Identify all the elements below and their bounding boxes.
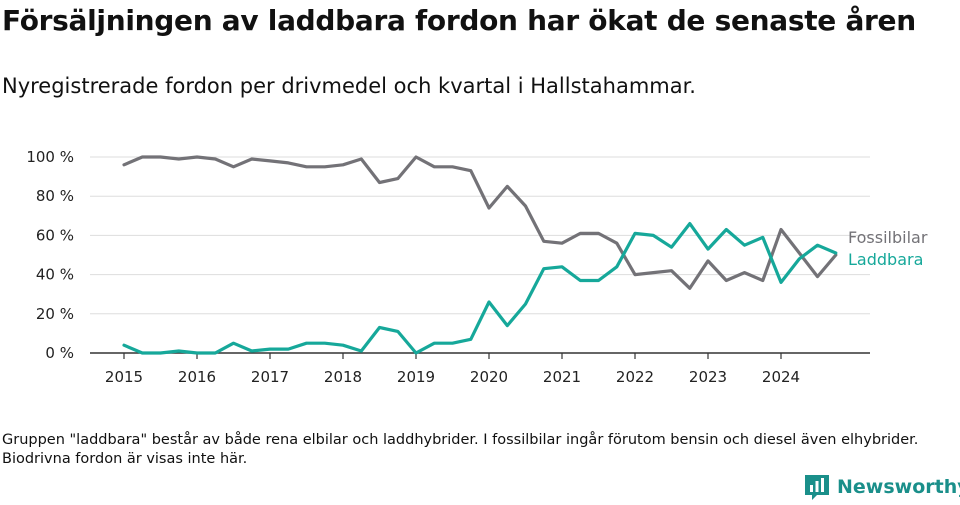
y-tick-label: 40 % bbox=[36, 266, 74, 284]
y-tick-label: 60 % bbox=[36, 226, 74, 244]
footnote: Gruppen "laddbara" består av både rena e… bbox=[2, 432, 919, 467]
x-tick-label: 2021 bbox=[543, 368, 581, 386]
brand-name: Newsworthy bbox=[837, 476, 960, 498]
newsworthy-logo-icon bbox=[805, 475, 829, 500]
x-tick-label: 2017 bbox=[251, 368, 289, 386]
x-tick-label: 2022 bbox=[616, 368, 654, 386]
series-line-laddbara bbox=[122, 221, 838, 355]
chart-title: Försäljningen av laddbara fordon har öka… bbox=[2, 4, 916, 37]
line-chart: 0 % 20 % 40 % 60 % 80 % 100 % 2015 2016 2017 201… bbox=[26, 148, 928, 386]
x-tick-label: 2020 bbox=[470, 368, 508, 386]
series-line-fossilbilar bbox=[122, 155, 838, 290]
x-tick-label: 2024 bbox=[762, 368, 800, 386]
x-tick-label: 2023 bbox=[689, 368, 727, 386]
series-label-laddbara: Laddbara bbox=[848, 250, 923, 269]
x-tick-label: 2019 bbox=[397, 368, 435, 386]
chart-subtitle: Nyregistrerade fordon per drivmedel och … bbox=[2, 74, 696, 98]
x-tick-label: 2018 bbox=[324, 368, 362, 386]
series-label-fossilbilar: Fossilbilar bbox=[848, 228, 928, 247]
y-tick-label: 80 % bbox=[36, 187, 74, 205]
y-tick-label: 20 % bbox=[36, 305, 74, 323]
x-tick-label: 2015 bbox=[105, 368, 143, 386]
x-tick-label: 2016 bbox=[178, 368, 216, 386]
brand-logo: Newsworthy bbox=[803, 473, 960, 501]
y-tick-label: 100 % bbox=[26, 148, 74, 166]
y-tick-label: 0 % bbox=[45, 344, 74, 362]
